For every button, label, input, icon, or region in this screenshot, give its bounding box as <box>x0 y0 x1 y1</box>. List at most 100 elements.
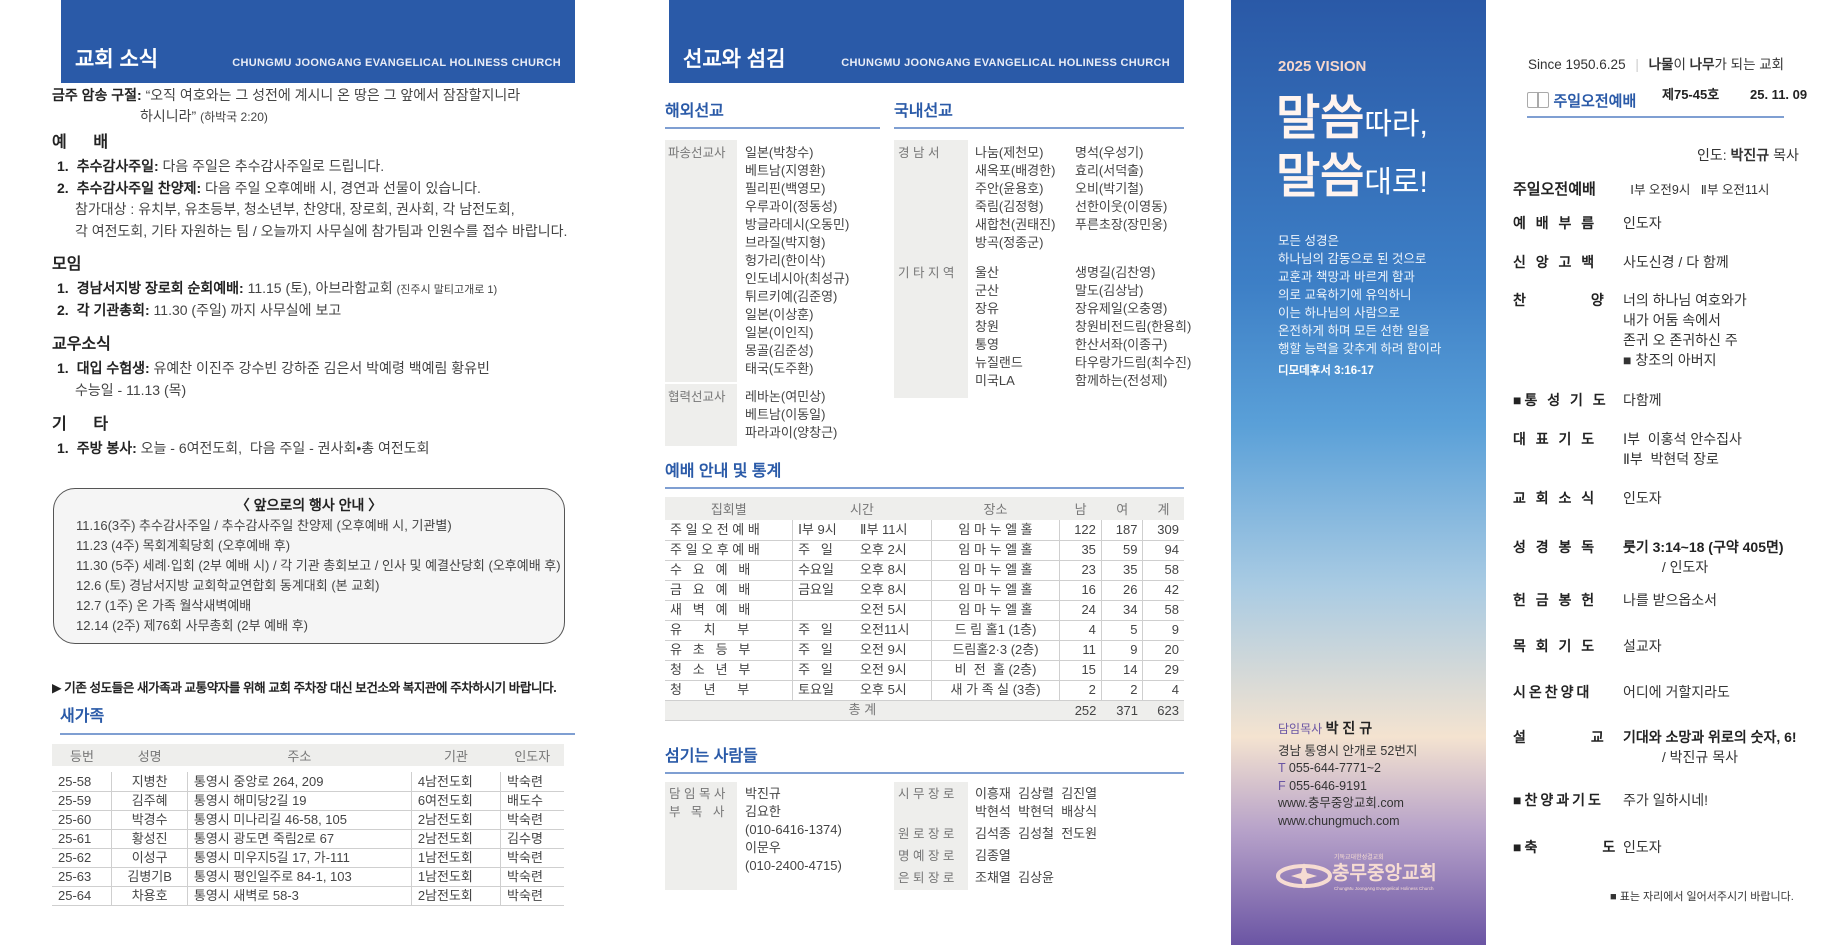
table-row: 금 요 예 배 금요일 오후 8시 임 마 누 엘 홀 16 26 42 <box>665 580 1184 601</box>
left-header-title: 교회 소식 <box>75 47 159 71</box>
mission-church: 장유제일(오충영) <box>1075 301 1168 316</box>
table-cell: 박경수 <box>111 810 188 830</box>
new-family-table: 등번 성명 주소 기관 인도자 25-58 지병찬 통영시 중앙로 264, 209 4남전도… <box>52 744 564 906</box>
missionary: 헝가리(한이삭) <box>745 253 826 268</box>
table-cell: 박숙련 <box>500 848 564 868</box>
leader-title: 목사 <box>1773 147 1799 163</box>
table-cell: 주 일 오 전 예 배 <box>665 520 793 541</box>
table-cell: 통영시 미나리길 46-58, 105 <box>186 810 412 830</box>
event-item: 11.23 (4주) 목회계획당회 (오후예배 후) <box>76 538 291 553</box>
servant-name: (010-6416-1374) <box>745 822 842 837</box>
item-text: 11.15 (토), 아브라함교회 <box>243 280 397 296</box>
missionary: 레바논(여민상) <box>745 389 826 404</box>
column-header: 여 <box>1101 497 1143 520</box>
order-key: ■통 성 기 도 <box>1513 392 1609 408</box>
table-header-row: 집회별 시간 장소 남 여 계 <box>665 497 1184 520</box>
section-title: 기 타 <box>52 416 109 433</box>
item-label: 대입 수험생: <box>76 360 150 376</box>
verse-line: 온전하게 하며 모든 선한 일을 <box>1278 324 1430 338</box>
news-item: 1. 대입 수험생: 유예찬 이진주 강수빈 강하준 김은서 박예령 백예림 황유… <box>57 358 490 378</box>
missionary: 튀르키예(김준영) <box>745 289 838 304</box>
order-value: / 박진규 목사 <box>1623 749 1738 765</box>
table-row: 청 년 부 토요일 오후 5시 새 가 족 실 (3층) 2 2 4 <box>665 680 1184 701</box>
new-family-title: 새가족 <box>60 708 105 725</box>
mission-church: 함께하는(전성제) <box>1075 373 1168 388</box>
servant-name: 김석종 김성철 전도원 <box>975 826 1098 841</box>
table-cell: 59 <box>1100 540 1143 561</box>
missionary: 베트남(지영환) <box>745 163 826 178</box>
servant-name: 이흥재 김상렬 김진열 <box>975 786 1098 801</box>
order-value: 인도자 <box>1623 839 1662 855</box>
mission-church: 새옥포(배경한) <box>975 163 1056 178</box>
table-cell: 황성진 <box>111 829 188 849</box>
item-number: 1. <box>57 280 69 296</box>
table-row: 25-64 차용호 통영시 새벽로 58-3 2남전도회 박숙련 <box>52 886 564 906</box>
servant-name: 김종열 <box>975 848 1011 863</box>
logo-name: 충무중앙교회 <box>1332 863 1437 884</box>
table-cell: 임 마 누 엘 홀 <box>930 560 1060 581</box>
column-header: 장소 <box>931 497 1060 520</box>
order-value: 인도자 <box>1623 490 1662 506</box>
table-cell: 통영시 미우지5길 17, 가-111 <box>186 848 412 868</box>
order-value: Ⅱ부 박현덕 장로 <box>1623 451 1719 467</box>
table-cell: 차용호 <box>111 886 188 906</box>
table-cell: 2남전도회 <box>410 886 501 906</box>
item-note: (진주시 말티고개로 1) <box>396 284 498 296</box>
item-label: 추수감사주일: <box>76 158 159 174</box>
missionary: 베트남(이동일) <box>745 407 826 422</box>
order-key: 예 배 부 름 <box>1513 215 1598 231</box>
left-header-subtitle: CHUNGMU JOONGANG EVANGELICAL HOLINESS CH… <box>232 56 561 69</box>
role-label: 명 예 장 로 <box>898 849 955 863</box>
vision-panel: 2025 VISION 말씀따라, 말씀대로! 모든 성경은 하나님의 감동으로 … <box>1231 0 1486 945</box>
missionary: 브라질(박지형) <box>745 235 826 250</box>
new-family-rule <box>60 733 575 735</box>
news-item: 2. 각 기관총회: 11.30 (주일) 까지 사무실에 보고 <box>57 300 341 320</box>
table-cell: 25-58 <box>52 772 112 792</box>
table-cell: 4남전도회 <box>410 772 501 792</box>
table-cell: 15 <box>1059 660 1102 681</box>
website-korean-link[interactable]: www.충무중앙교회.com <box>1278 796 1404 810</box>
item-text: 다음 주일은 추수감사주일로 드립니다. <box>158 158 385 174</box>
table-cell: 오후 2시 <box>855 540 932 561</box>
verse-line: 행할 능력을 갖추게 하려 함이라 <box>1278 342 1442 356</box>
event-item: 12.7 (1주) 온 가족 월삭새벽예배 <box>76 598 252 613</box>
news-item: 1. 추수감사주일: 다음 주일은 추수감사주일로 드립니다. <box>57 156 384 176</box>
mission-church: 주안(윤용호) <box>975 181 1044 196</box>
servant-name: 김요한 <box>745 804 781 819</box>
table-header-row: 등번 성명 주소 기관 인도자 <box>52 744 564 766</box>
table-cell: 통영시 광도면 죽림2로 67 <box>186 829 412 849</box>
table-cell: 42 <box>1142 580 1184 601</box>
table-cell: 수 요 예 배 <box>665 560 793 581</box>
table-cell: 오후 5시 <box>855 680 932 701</box>
missionary: 태국(도주환) <box>745 361 814 376</box>
left-header: 교회 소식 CHUNGMU JOONGANG EVANGELICAL HOLIN… <box>61 0 575 83</box>
order-value: 내가 어둠 속에서 <box>1623 312 1721 328</box>
mission-church: 창원 <box>975 319 999 334</box>
group-label: 협력선교사 <box>665 384 737 446</box>
order-value: 기대와 소망과 위로의 숫자, 6! <box>1623 729 1797 745</box>
vision-slogan-2: 말씀대로! <box>1276 152 1428 202</box>
column-header: 계 <box>1142 497 1184 520</box>
section-title: 교우소식 <box>52 336 111 353</box>
website-link[interactable]: www.chungmuch.com <box>1278 813 1400 828</box>
news-item: 참가대상 : 유치부, 유초등부, 청소년부, 찬양대, 장로회, 권사회, 각… <box>75 199 515 219</box>
order-key: ■찬양과기도 <box>1513 792 1604 808</box>
church-logo-icon <box>1276 863 1332 889</box>
motto-bold-1: 나물 <box>1648 57 1674 72</box>
table-cell: 26 <box>1100 580 1143 601</box>
table-cell: 금요일 <box>792 580 856 601</box>
table-cell: 2남전도회 <box>410 829 501 849</box>
table-cell: 주 일 <box>792 540 856 561</box>
table-cell: 1남전도회 <box>410 867 501 887</box>
order-value: 나를 받으옵소서 <box>1623 592 1718 608</box>
tel-line: T 055-644-7771~2 <box>1278 760 1417 778</box>
table-cell: 오전 9시 <box>855 640 932 661</box>
order-value: 존귀 오 존귀하신 주 <box>1623 332 1738 348</box>
total-female: 371 <box>1101 700 1143 721</box>
table-cell: 수요일 <box>792 560 856 581</box>
table-cell: 배도수 <box>500 791 564 811</box>
order-title: 주일오전예배 <box>1513 181 1596 198</box>
table-cell: 오후 8시 <box>855 580 932 601</box>
